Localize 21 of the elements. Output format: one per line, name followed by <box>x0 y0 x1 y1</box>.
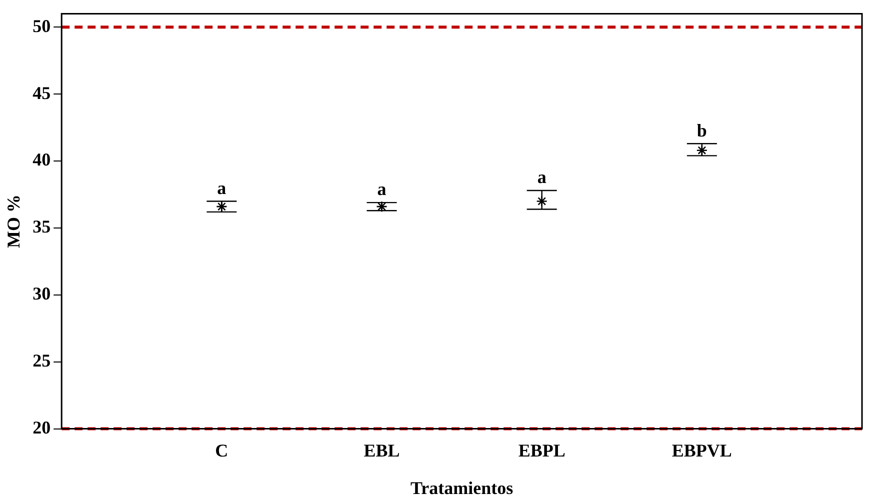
annotation: a <box>217 178 226 198</box>
y-tick-label: 30 <box>32 284 51 304</box>
x-tick-label: EBPVL <box>672 440 732 460</box>
x-tick-label: C <box>215 440 228 460</box>
x-axis-title: Tratamientos <box>410 478 514 498</box>
annotation: b <box>696 120 707 140</box>
x-tick-label: EBPL <box>518 440 566 460</box>
y-tick-label: 25 <box>32 350 51 371</box>
annotation: a <box>537 167 546 188</box>
point <box>376 200 388 212</box>
y-tick-label: 50 <box>32 16 51 36</box>
point <box>536 196 548 207</box>
y-tick-label: 35 <box>32 216 51 237</box>
y-tick-label: 40 <box>32 150 51 170</box>
y-tick-label: 45 <box>32 82 51 103</box>
x-tick-label: EBL <box>364 440 400 460</box>
annotation: a <box>377 179 386 200</box>
point <box>696 144 708 156</box>
y-tick-label: 20 <box>32 417 51 438</box>
point <box>216 200 228 212</box>
y-axis-title: MO % <box>3 194 24 248</box>
